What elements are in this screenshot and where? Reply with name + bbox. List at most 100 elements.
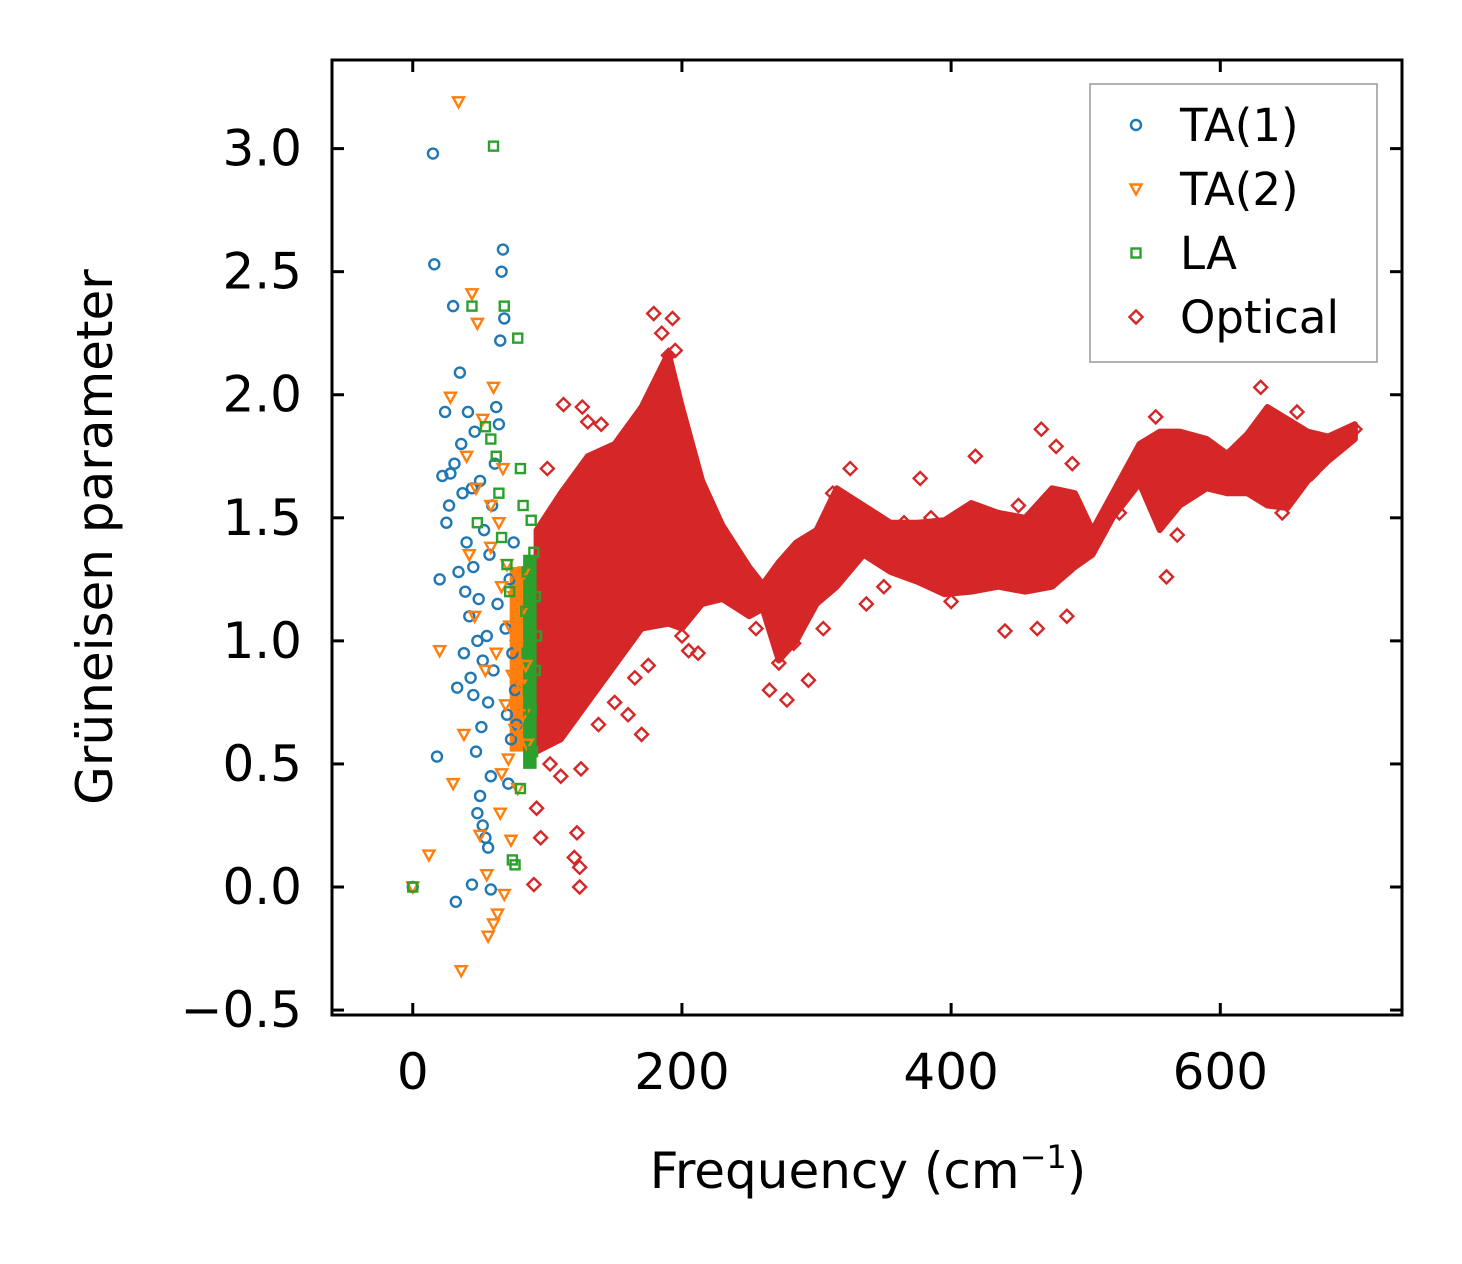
ticks-layer: 0 200 400 600 −0.5 0.0 0.5 1.0 1.5 2.0 2.5 3.0 [181, 60, 1402, 1101]
data-point [1288, 403, 1306, 421]
data-point [466, 300, 478, 312]
legend-marker [1127, 308, 1145, 326]
data-point [436, 469, 449, 483]
data-point [494, 334, 507, 347]
data-point [484, 883, 498, 896]
data-point [574, 398, 591, 416]
data-point [492, 807, 508, 822]
data-point [468, 425, 481, 438]
data-point [503, 834, 519, 849]
data-point [496, 888, 512, 903]
data-point [453, 964, 469, 979]
legend-label: Optical [1180, 291, 1339, 344]
data-point [459, 585, 472, 598]
data-point [481, 696, 495, 709]
data-point [785, 635, 802, 652]
y-axis-title: Grüneisen parameter [66, 269, 124, 805]
legend-item: Optical [1127, 291, 1339, 344]
data-point [467, 610, 483, 625]
data-point [895, 514, 913, 531]
data-point [452, 565, 465, 579]
data-point [689, 644, 707, 662]
series-ta-1- [406, 147, 523, 908]
data-point [477, 523, 491, 537]
data-point [664, 310, 681, 327]
legend-item: LA [1130, 227, 1237, 280]
data-point [590, 716, 607, 733]
data-point [509, 859, 521, 871]
data-point [514, 782, 527, 795]
data-point [526, 745, 539, 758]
data-point [1058, 608, 1076, 625]
plot-frame [330, 58, 1404, 1017]
data-point [996, 622, 1014, 640]
y-tick-label: −0.5 [181, 981, 302, 1039]
data-point [503, 585, 516, 598]
data-point [475, 720, 488, 734]
data-points-layer [405, 96, 1364, 979]
data-point [1010, 497, 1027, 514]
data-point [568, 824, 586, 842]
data-point [456, 486, 469, 500]
data-point [483, 499, 499, 514]
data-point [469, 317, 485, 332]
data-point [525, 876, 543, 893]
y-tick-label: 3.0 [222, 120, 302, 178]
data-point [633, 726, 650, 743]
data-point [518, 659, 534, 674]
data-point [484, 770, 498, 783]
data-point [1029, 620, 1046, 637]
data-point [471, 634, 484, 648]
data-point [800, 672, 817, 689]
data-point [770, 654, 788, 672]
data-point [495, 265, 508, 278]
data-point [455, 437, 468, 451]
data-point [468, 482, 484, 497]
data-point [433, 573, 446, 586]
data-point [472, 592, 485, 606]
data-point [453, 366, 467, 379]
data-point [539, 460, 556, 477]
data-point [467, 688, 480, 702]
data-point [1346, 421, 1364, 438]
data-point [503, 573, 516, 586]
data-point [1158, 568, 1175, 586]
data-point [428, 258, 441, 271]
data-point [485, 381, 502, 396]
data-point [504, 669, 520, 684]
optical-dense-band [533, 349, 1358, 755]
data-point [521, 647, 533, 659]
data-point [461, 405, 475, 419]
data-point [508, 640, 524, 654]
data-point [477, 664, 493, 679]
data-point [517, 499, 529, 512]
data-point [498, 312, 511, 325]
data-point [541, 755, 559, 773]
data-point [1111, 504, 1128, 522]
y-tick-label: 1.0 [222, 612, 302, 670]
data-point [479, 869, 495, 883]
data-point [1252, 379, 1269, 396]
data-point [1047, 438, 1065, 455]
data-point [488, 647, 504, 662]
legend: TA(1) TA(2) LA Optical [1089, 83, 1378, 363]
data-point [496, 243, 510, 256]
data-point [495, 462, 511, 477]
data-point [1064, 455, 1081, 472]
data-point [653, 325, 670, 342]
data-point [552, 768, 570, 785]
x-axis-title-superscript: −1 [1020, 1138, 1067, 1176]
data-point [448, 457, 461, 470]
data-point [680, 642, 697, 659]
data-point [407, 881, 419, 893]
data-point [481, 841, 495, 854]
data-point [498, 699, 514, 713]
data-point [1241, 472, 1259, 490]
data-point [450, 681, 464, 694]
data-point [1218, 480, 1236, 497]
data-point [494, 768, 510, 782]
data-point [476, 654, 489, 667]
data-point [512, 332, 524, 344]
data-point [469, 745, 483, 758]
